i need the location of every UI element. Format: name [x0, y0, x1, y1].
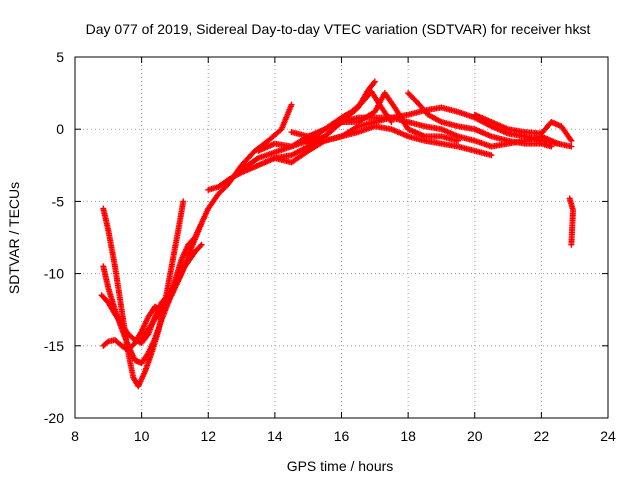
y-axis-label: SDTVAR / TECUs — [6, 182, 22, 294]
data-point — [568, 241, 575, 248]
data-point — [180, 198, 187, 205]
x-tick-label: 8 — [71, 428, 79, 444]
data-point — [371, 78, 378, 85]
series-arc-14 — [566, 195, 577, 248]
series-arc-7 — [221, 88, 395, 188]
series-arc-5 — [138, 101, 295, 342]
y-tick-label: -15 — [44, 338, 64, 354]
data-point — [455, 137, 462, 144]
series-arc-11 — [305, 90, 462, 147]
x-tick-label: 14 — [267, 428, 283, 444]
x-tick-label: 18 — [400, 428, 416, 444]
data-point — [568, 143, 575, 150]
x-tick-label: 10 — [134, 428, 150, 444]
chart-title: Day 077 of 2019, Sidereal Day-to-day VTE… — [86, 21, 591, 37]
y-tick-label: -10 — [44, 266, 64, 282]
y-tick-label: 5 — [56, 49, 64, 65]
y-tick-label: -5 — [52, 193, 65, 209]
x-tick-label: 22 — [534, 428, 550, 444]
x-tick-label: 12 — [200, 428, 216, 444]
data-marks — [98, 78, 577, 390]
x-tick-label: 24 — [600, 428, 616, 444]
data-point — [198, 241, 205, 248]
data-point — [288, 101, 295, 108]
data-point — [548, 143, 555, 150]
y-tick-label: 0 — [56, 121, 64, 137]
data-point — [488, 152, 495, 159]
series-arc-13 — [471, 111, 575, 144]
data-point — [568, 137, 575, 144]
axes — [74, 56, 609, 419]
x-tick-label: 20 — [467, 428, 483, 444]
y-tick-label: -20 — [44, 410, 64, 426]
data-point — [337, 120, 344, 127]
data-point — [197, 242, 204, 249]
series-arc-10 — [288, 123, 495, 159]
series-arc-1 — [100, 198, 187, 390]
series-arc-12 — [405, 90, 555, 150]
x-axis-label: GPS time / hours — [287, 458, 394, 474]
tick-labels: 8 10 12 14 16 18 20 22 24 -20 -15 -10 -5 0 5 — [44, 49, 616, 444]
data-point — [370, 79, 377, 86]
x-tick-label: 16 — [334, 428, 350, 444]
